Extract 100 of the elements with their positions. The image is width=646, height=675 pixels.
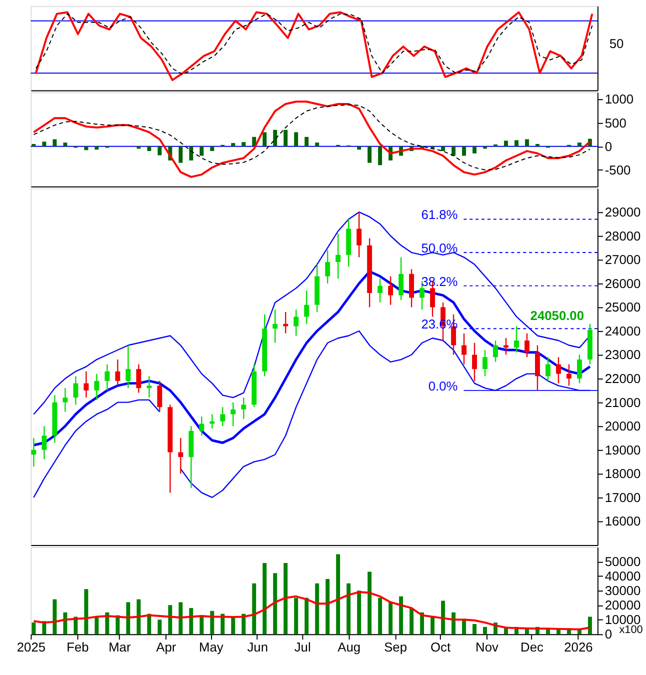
candlestick	[220, 406, 226, 427]
line-series	[32, 591, 591, 630]
candlestick	[104, 364, 110, 392]
bar	[242, 142, 246, 146]
bar	[200, 615, 204, 634]
annotation: 50.0%	[421, 240, 458, 256]
bar	[210, 146, 214, 152]
annotation: 61.8%	[421, 207, 458, 222]
candlestick	[472, 342, 477, 382]
bar	[462, 620, 466, 634]
bar	[273, 130, 278, 146]
x-tick-label: Oct	[430, 640, 451, 655]
bar	[472, 624, 476, 634]
candlestick	[325, 250, 330, 284]
candlestick	[157, 380, 162, 412]
y-tick-label: 20000	[604, 418, 641, 434]
candlestick	[115, 358, 120, 386]
candlestick	[31, 437, 36, 468]
candlestick	[482, 349, 488, 377]
candlestick	[493, 340, 498, 362]
candlestick	[73, 376, 78, 406]
bar	[252, 583, 256, 634]
x-tick-label: Feb	[66, 640, 89, 655]
candlestick	[336, 232, 341, 280]
candlestick	[356, 212, 362, 258]
bar	[410, 608, 414, 634]
y-tick-label: 18000	[604, 466, 641, 482]
bar	[304, 598, 309, 634]
x-tick-label: 2026	[564, 640, 593, 655]
candlestick	[272, 308, 278, 344]
bar	[52, 139, 57, 146]
bar	[294, 598, 298, 634]
bar	[231, 143, 236, 146]
candlestick	[94, 373, 100, 401]
annotation: 0.0%	[428, 378, 458, 394]
bar	[483, 626, 487, 634]
bar	[262, 132, 267, 146]
y-tick-label: 26000	[604, 276, 641, 291]
candlestick	[146, 376, 152, 398]
candlestick	[378, 278, 383, 304]
y-tick-label: 27000	[604, 252, 641, 268]
candlestick	[566, 364, 572, 386]
candlestick	[514, 326, 519, 353]
y-tick-label: -500	[604, 162, 631, 178]
candlestick	[304, 290, 310, 324]
bar	[94, 146, 99, 150]
bar	[357, 146, 362, 150]
y-tick-label: 19000	[604, 442, 641, 458]
candlestick	[126, 344, 131, 389]
x-tick-label: Mar	[108, 640, 132, 655]
y-tick-label: 16000	[604, 514, 641, 529]
bar	[504, 140, 508, 146]
bar	[189, 146, 194, 160]
text: 50	[609, 36, 624, 51]
bar	[94, 616, 99, 634]
y-tick-label: 28000	[604, 228, 641, 244]
candlestick	[409, 268, 414, 308]
bar	[284, 562, 288, 634]
candlestick	[230, 402, 236, 427]
y-tick-label: 23000	[604, 347, 641, 362]
y-tick-label: 1000	[604, 92, 634, 107]
candlestick	[545, 356, 550, 382]
bar	[430, 616, 435, 634]
bar	[577, 142, 582, 146]
bar	[42, 142, 46, 146]
y-tick-label: 40000	[604, 568, 641, 584]
candlestick	[178, 437, 184, 474]
y-tick-label: 30000	[604, 583, 641, 598]
candlestick	[241, 396, 246, 420]
bar	[336, 554, 340, 634]
bar	[535, 144, 540, 146]
annotation: 38.2%	[421, 274, 458, 289]
bar	[63, 142, 68, 146]
text: x100	[619, 624, 643, 636]
bar	[378, 598, 382, 634]
bar	[315, 142, 320, 146]
candlestick	[62, 387, 68, 412]
bar	[273, 573, 278, 634]
bar	[200, 146, 204, 156]
bar	[399, 596, 404, 634]
y-tick-label: 25000	[604, 300, 641, 315]
bar	[357, 590, 362, 634]
x-tick-label: Dec	[520, 640, 544, 655]
bar	[388, 602, 393, 634]
bar	[504, 628, 508, 634]
y-tick-label: 500	[604, 115, 626, 130]
x-tick-label: Jun	[247, 640, 268, 655]
bar	[588, 616, 592, 634]
bar	[210, 610, 214, 634]
bar	[32, 144, 36, 146]
bar	[514, 140, 518, 146]
bar	[462, 146, 466, 156]
x-tick-label: Jul	[294, 640, 311, 655]
candlestick	[535, 344, 540, 392]
bar	[472, 146, 476, 154]
bar	[158, 620, 162, 634]
bar	[346, 583, 351, 634]
bar	[368, 572, 372, 634]
bar	[178, 602, 183, 634]
candlestick	[556, 356, 561, 384]
